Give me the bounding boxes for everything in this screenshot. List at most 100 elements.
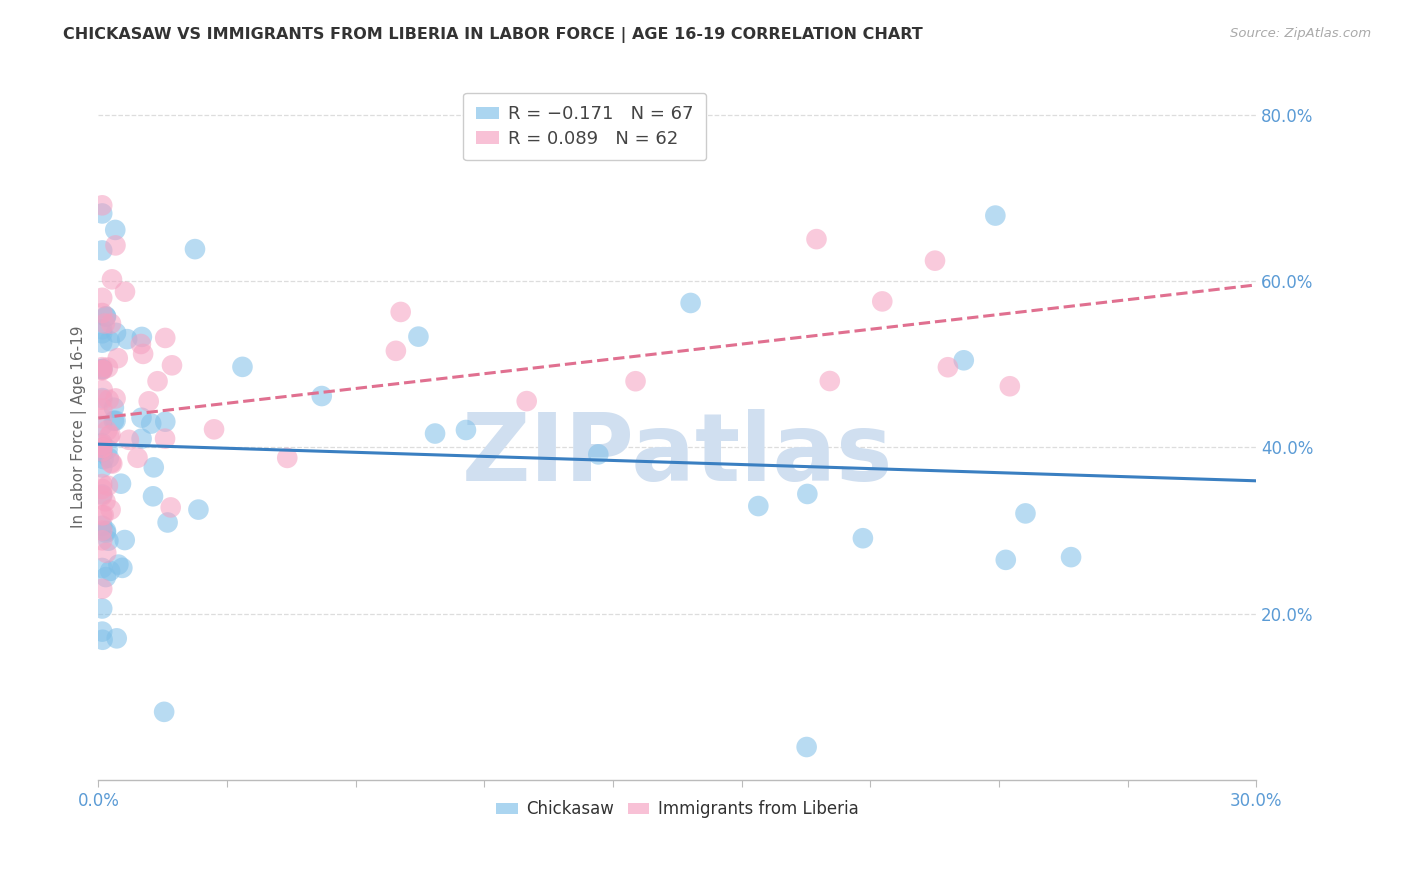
Point: [103, 401, 125, 415]
Point: [156, 516, 179, 530]
Point: [114, 285, 136, 299]
Point: [747, 499, 769, 513]
Point: [104, 392, 127, 406]
Point: [389, 305, 412, 319]
Point: [91, 441, 114, 455]
Point: [91, 306, 114, 320]
Point: [91, 383, 114, 397]
Point: [115, 332, 138, 346]
Point: [94, 310, 117, 324]
Text: ZIPatlas: ZIPatlas: [461, 409, 893, 501]
Point: [1060, 550, 1083, 565]
Point: [93, 452, 115, 467]
Point: [97, 392, 120, 407]
Point: [91, 482, 114, 496]
Point: [104, 414, 127, 428]
Point: [91, 326, 114, 341]
Point: [588, 447, 610, 461]
Point: [118, 433, 141, 447]
Point: [91, 444, 114, 458]
Point: [91, 362, 114, 376]
Point: [91, 477, 114, 491]
Point: [141, 417, 163, 431]
Point: [155, 415, 177, 429]
Point: [138, 394, 160, 409]
Text: Source: ZipAtlas.com: Source: ZipAtlas.com: [1230, 27, 1371, 40]
Point: [91, 533, 114, 548]
Point: [146, 374, 169, 388]
Point: [872, 294, 894, 309]
Point: [97, 450, 120, 465]
Point: [276, 450, 298, 465]
Point: [91, 632, 114, 647]
Point: [114, 533, 136, 547]
Point: [94, 525, 117, 540]
Point: [91, 206, 114, 220]
Point: [127, 450, 149, 465]
Point: [142, 489, 165, 503]
Point: [100, 317, 122, 331]
Point: [160, 359, 183, 373]
Point: [98, 564, 121, 578]
Point: [679, 296, 702, 310]
Point: [129, 337, 152, 351]
Point: [91, 487, 114, 501]
Point: [91, 362, 114, 376]
Point: [94, 494, 117, 508]
Point: [100, 502, 122, 516]
Point: [97, 479, 120, 493]
Point: [91, 335, 114, 350]
Point: [385, 343, 408, 358]
Point: [159, 500, 181, 515]
Point: [153, 432, 176, 446]
Point: [91, 524, 114, 538]
Point: [408, 329, 430, 343]
Y-axis label: In Labor Force | Age 16-19: In Labor Force | Age 16-19: [72, 326, 87, 528]
Point: [624, 374, 647, 388]
Point: [91, 392, 114, 407]
Point: [97, 442, 120, 457]
Point: [311, 389, 333, 403]
Point: [94, 309, 117, 323]
Point: [91, 363, 114, 377]
Point: [91, 508, 114, 523]
Point: [94, 317, 117, 331]
Point: [131, 330, 153, 344]
Point: [998, 379, 1021, 393]
Point: [994, 553, 1017, 567]
Point: [132, 347, 155, 361]
Point: [97, 360, 120, 375]
Point: [1014, 507, 1036, 521]
Text: CHICKASAW VS IMMIGRANTS FROM LIBERIA IN LABOR FORCE | AGE 16-19 CORRELATION CHAR: CHICKASAW VS IMMIGRANTS FROM LIBERIA IN …: [63, 27, 922, 43]
Point: [806, 232, 828, 246]
Point: [97, 533, 120, 548]
Point: [100, 456, 122, 470]
Point: [91, 391, 114, 405]
Point: [91, 244, 114, 258]
Point: [91, 582, 114, 596]
Point: [91, 360, 114, 375]
Point: [91, 438, 114, 452]
Point: [110, 476, 132, 491]
Point: [105, 632, 128, 646]
Point: [91, 401, 114, 416]
Point: [142, 460, 165, 475]
Point: [94, 570, 117, 584]
Point: [107, 351, 129, 366]
Point: [91, 198, 114, 212]
Point: [91, 460, 114, 475]
Point: [101, 272, 124, 286]
Point: [131, 432, 153, 446]
Point: [91, 601, 114, 615]
Point: [852, 531, 875, 545]
Point: [103, 414, 125, 428]
Point: [93, 508, 115, 522]
Point: [454, 423, 477, 437]
Point: [184, 242, 207, 256]
Point: [131, 410, 153, 425]
Point: [796, 739, 818, 754]
Point: [96, 546, 118, 560]
Point: [936, 360, 959, 375]
Point: [924, 253, 946, 268]
Point: [91, 561, 114, 575]
